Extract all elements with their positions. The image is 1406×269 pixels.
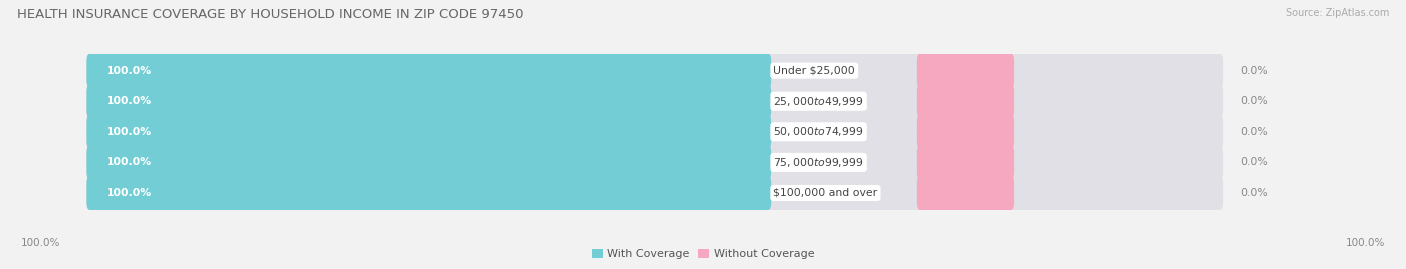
Text: 100.0%: 100.0% bbox=[21, 238, 60, 248]
FancyBboxPatch shape bbox=[86, 115, 1223, 149]
Text: 0.0%: 0.0% bbox=[1240, 157, 1268, 167]
FancyBboxPatch shape bbox=[917, 115, 1014, 149]
Text: 100.0%: 100.0% bbox=[107, 157, 152, 167]
FancyBboxPatch shape bbox=[86, 84, 1223, 118]
FancyBboxPatch shape bbox=[86, 54, 1223, 88]
FancyBboxPatch shape bbox=[917, 176, 1014, 210]
FancyBboxPatch shape bbox=[86, 54, 772, 88]
FancyBboxPatch shape bbox=[917, 145, 1014, 179]
Text: $75,000 to $99,999: $75,000 to $99,999 bbox=[773, 156, 863, 169]
Text: 100.0%: 100.0% bbox=[107, 188, 152, 198]
FancyBboxPatch shape bbox=[86, 145, 772, 179]
FancyBboxPatch shape bbox=[86, 84, 772, 118]
Text: 0.0%: 0.0% bbox=[1240, 96, 1268, 106]
FancyBboxPatch shape bbox=[86, 145, 1223, 179]
Text: HEALTH INSURANCE COVERAGE BY HOUSEHOLD INCOME IN ZIP CODE 97450: HEALTH INSURANCE COVERAGE BY HOUSEHOLD I… bbox=[17, 8, 523, 21]
FancyBboxPatch shape bbox=[917, 84, 1014, 118]
Text: $25,000 to $49,999: $25,000 to $49,999 bbox=[773, 95, 863, 108]
Text: 0.0%: 0.0% bbox=[1240, 188, 1268, 198]
Text: 0.0%: 0.0% bbox=[1240, 127, 1268, 137]
FancyBboxPatch shape bbox=[86, 176, 1223, 210]
Text: 100.0%: 100.0% bbox=[107, 66, 152, 76]
Text: $50,000 to $74,999: $50,000 to $74,999 bbox=[773, 125, 863, 138]
FancyBboxPatch shape bbox=[86, 176, 772, 210]
Text: 100.0%: 100.0% bbox=[107, 96, 152, 106]
FancyBboxPatch shape bbox=[86, 115, 772, 149]
Text: 0.0%: 0.0% bbox=[1240, 66, 1268, 76]
Text: Under $25,000: Under $25,000 bbox=[773, 66, 855, 76]
Text: $100,000 and over: $100,000 and over bbox=[773, 188, 877, 198]
FancyBboxPatch shape bbox=[917, 54, 1014, 88]
Text: 100.0%: 100.0% bbox=[1346, 238, 1385, 248]
Text: Source: ZipAtlas.com: Source: ZipAtlas.com bbox=[1285, 8, 1389, 18]
Legend: With Coverage, Without Coverage: With Coverage, Without Coverage bbox=[588, 244, 818, 264]
Text: 100.0%: 100.0% bbox=[107, 127, 152, 137]
